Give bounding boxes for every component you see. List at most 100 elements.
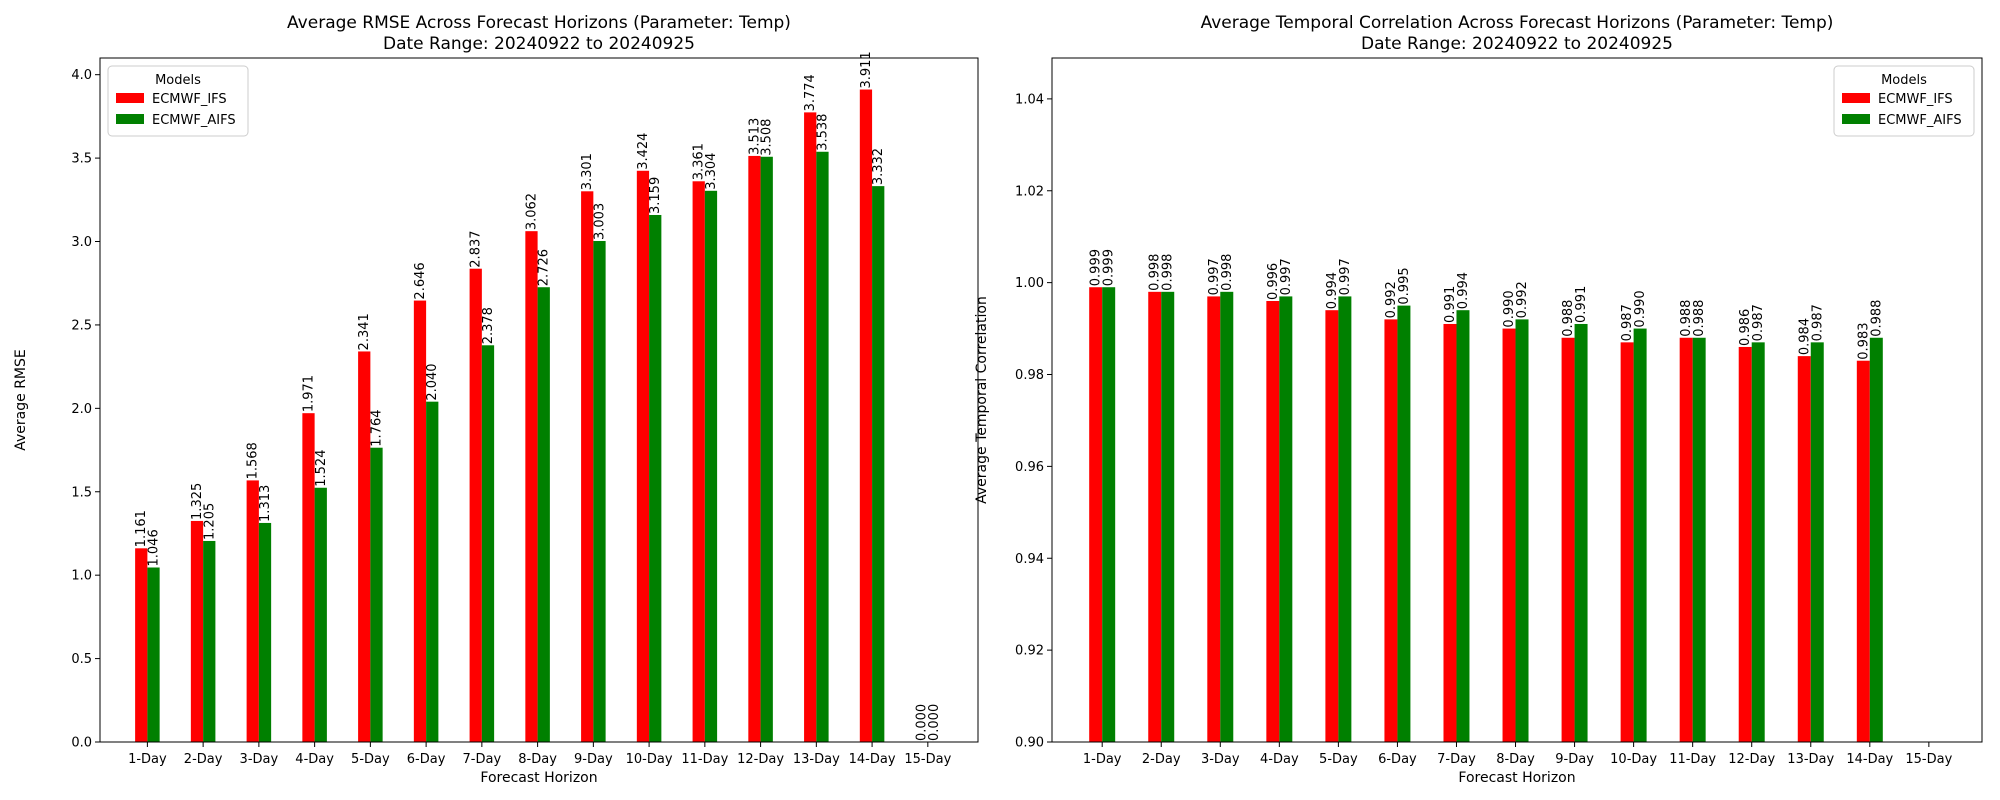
bar-ecmwf-ifs-14 [859,89,873,742]
data-label: 2.837 [469,230,484,267]
x-tick-label: 14-Day [1846,752,1893,767]
x-tick-label: 9-Day [1555,752,1594,767]
x-tick-label: 15-Day [904,752,951,767]
bar-ecmwf-ifs-9 [581,191,594,743]
y-tick-label: 1.02 [1015,184,1044,199]
chart-subtitle: Date Range: 20240922 to 20240925 [1361,34,1673,54]
x-axis-label: Forecast Horizon [480,770,597,786]
bar-ecmwf-ifs-13 [804,112,817,742]
bar-ecmwf-ifs-14 [1856,360,1870,742]
data-label: 1.205 [202,503,217,540]
x-tick-label: 5-Day [351,752,390,767]
bar-ecmwf-ifs-11 [1679,337,1693,742]
x-tick-label: 4-Day [295,752,334,767]
bar-ecmwf-aifs-7 [1456,310,1470,742]
bar-ecmwf-ifs-8 [525,231,538,743]
data-label: 0.000 [915,704,930,741]
legend-label: ECMWF_IFS [152,92,227,107]
bar-ecmwf-aifs-7 [481,345,495,742]
data-label: 2.378 [481,307,496,344]
x-tick-label: 13-Day [1787,752,1834,767]
bar-ecmwf-aifs-3 [258,522,272,742]
data-label: 0.997 [1207,258,1222,295]
data-label: 0.988 [1561,300,1576,337]
chart-subtitle: Date Range: 20240922 to 20240925 [383,34,695,54]
bar-ecmwf-ifs-7 [469,268,482,742]
data-label: 3.911 [859,51,874,88]
bar-ecmwf-aifs-14 [872,186,885,742]
x-tick-label: 9-Day [574,752,613,767]
data-label: 1.971 [301,375,316,412]
bar-ecmwf-aifs-9 [593,241,606,742]
x-tick-label: 12-Day [1728,752,1775,767]
y-tick-label: 0.92 [1015,644,1044,659]
data-label: 0.986 [1738,309,1753,346]
data-label: 2.040 [425,363,440,400]
bar-ecmwf-ifs-2 [1148,291,1162,742]
data-label: 0.998 [1220,254,1235,291]
data-label: 0.996 [1266,263,1281,300]
legend-label: ECMWF_IFS [1878,92,1953,107]
y-axis-label: Average Temporal Correlation [974,296,990,504]
bar-ecmwf-aifs-5 [1338,296,1352,742]
data-label: 3.304 [704,153,719,190]
data-label: 0.987 [1810,304,1825,341]
data-label: 0.999 [1102,249,1117,286]
bar-ecmwf-ifs-10 [1620,342,1634,742]
x-tick-label: 7-Day [463,752,502,767]
bar-ecmwf-ifs-1 [1089,287,1103,742]
data-label: 0.997 [1279,258,1294,295]
data-label: 0.987 [1751,304,1766,341]
data-label: 1.568 [246,442,261,479]
bar-ecmwf-aifs-1 [147,567,160,742]
data-label: 3.508 [760,119,775,156]
data-label: 1.161 [134,510,149,547]
x-tick-label: 7-Day [1437,752,1476,767]
x-tick-label: 2-Day [184,752,223,767]
data-label: 0.987 [1620,304,1635,341]
data-label: 0.991 [1574,286,1589,323]
data-label: 0.995 [1397,267,1412,304]
data-label: 2.341 [357,313,372,350]
y-tick-label: 1.00 [1015,276,1044,291]
legend-swatch-ecmwf-ifs [1842,93,1870,103]
y-tick-label: 2.5 [71,318,92,333]
bar-ecmwf-aifs-10 [649,214,662,743]
data-label: 0.994 [1325,272,1340,309]
bar-ecmwf-aifs-8 [537,287,550,742]
x-tick-label: 2-Day [1142,752,1181,767]
bar-ecmwf-aifs-14 [1869,337,1883,742]
bar-ecmwf-aifs-1 [1102,287,1116,742]
legend-title: Models [1881,73,1927,88]
y-axis-label: Average RMSE [13,349,29,450]
data-label: 0.988 [1692,300,1707,337]
x-tick-label: 3-Day [240,752,279,767]
bar-ecmwf-aifs-10 [1633,328,1647,742]
x-tick-label: 13-Day [793,752,840,767]
legend-label: ECMWF_AIFS [1878,113,1962,128]
y-tick-label: 3.5 [71,152,92,167]
bar-ecmwf-ifs-4 [302,413,315,742]
x-tick-label: 1-Day [1083,752,1122,767]
data-label: 0.991 [1443,286,1458,323]
bar-ecmwf-ifs-3 [246,480,259,742]
data-label: 0.994 [1456,272,1471,309]
data-label: 3.538 [815,114,830,151]
x-tick-label: 8-Day [1496,752,1535,767]
data-label: 1.325 [190,483,205,520]
data-label: 3.062 [524,193,539,230]
bar-ecmwf-ifs-5 [358,351,371,742]
x-tick-label: 1-Day [128,752,167,767]
axes-frame [99,57,979,743]
legend-label: ECMWF_AIFS [152,113,236,128]
bar-ecmwf-aifs-12 [760,156,773,742]
data-label: 0.990 [1633,290,1648,327]
bar-ecmwf-ifs-7 [1443,323,1457,742]
data-label: 2.726 [537,249,552,286]
data-label: 0.997 [1338,258,1353,295]
bar-ecmwf-aifs-2 [1161,291,1175,742]
data-label: 1.313 [258,485,273,522]
bar-ecmwf-aifs-8 [1515,319,1529,742]
data-label: 3.361 [692,143,707,180]
data-label: 3.159 [648,177,663,214]
